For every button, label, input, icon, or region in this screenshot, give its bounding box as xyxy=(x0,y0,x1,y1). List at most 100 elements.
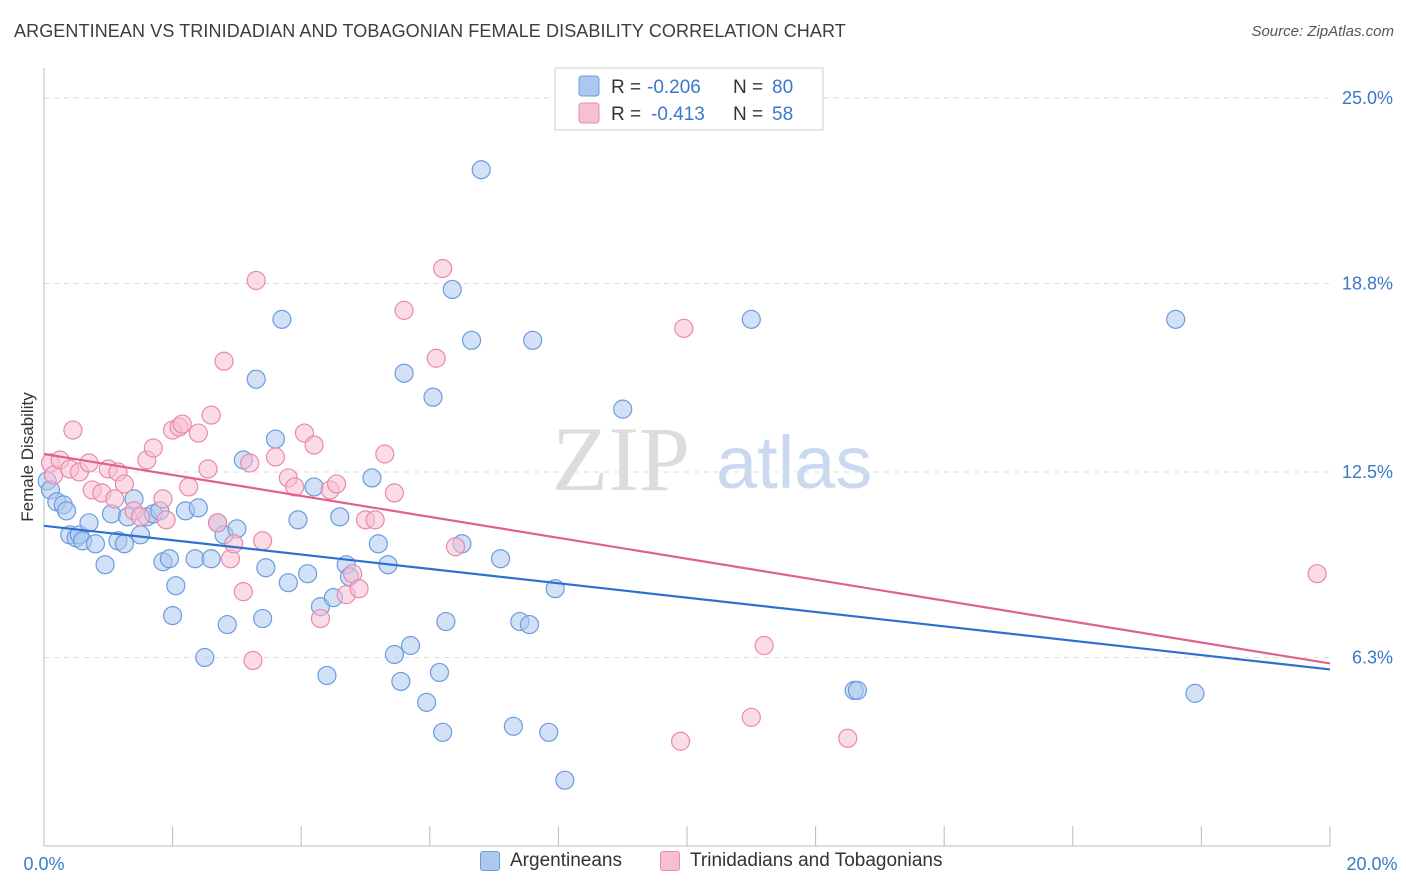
legend-top-r-label-1: R = xyxy=(611,77,641,98)
point-argentineans-66 xyxy=(490,549,511,569)
gridlines xyxy=(44,97,1330,658)
point-trinidadians-54 xyxy=(670,731,691,751)
point-trinidadians-55 xyxy=(674,318,694,338)
point-trinidadians-16 xyxy=(143,438,163,458)
legend-top-box xyxy=(554,67,824,131)
point-argentineans-42 xyxy=(298,564,318,584)
legend-item-trinidadians: Trinidadians and Tobagonians xyxy=(660,850,942,872)
point-trinidadians-14 xyxy=(130,507,151,527)
point-argentineans-62 xyxy=(442,279,462,300)
y-tick-label-2: 18.8% xyxy=(1342,273,1393,293)
source-label: Source: ZipAtlas.com xyxy=(1251,23,1394,40)
point-trinidadians-59 xyxy=(1307,564,1327,584)
point-argentineans-43 xyxy=(304,477,324,497)
point-argentineans-39 xyxy=(272,309,292,329)
point-trinidadians-10 xyxy=(105,489,125,509)
point-argentineans-71 xyxy=(539,722,559,742)
point-trinidadians-24 xyxy=(198,459,218,479)
legend-label-argentineans: Argentineans xyxy=(510,850,622,871)
point-trinidadians-31 xyxy=(240,453,260,473)
point-trinidadians-30 xyxy=(233,582,253,602)
point-trinidadians-32 xyxy=(243,650,263,671)
point-trinidadians-57 xyxy=(754,635,774,656)
point-argentineans-26 xyxy=(185,549,205,569)
legend-top-n-label-2: N = xyxy=(733,104,763,125)
legend-top-n-label-1: N = xyxy=(733,77,763,98)
point-argentineans-64 xyxy=(461,330,482,350)
point-argentineans-69 xyxy=(519,614,540,635)
point-argentineans-40 xyxy=(278,573,298,593)
legend-swatch-blue xyxy=(480,851,500,871)
point-trinidadians-12 xyxy=(114,474,134,494)
point-argentineans-14 xyxy=(114,534,134,554)
point-argentineans-78 xyxy=(1185,683,1205,703)
point-argentineans-10 xyxy=(85,534,106,554)
legend-top: R = -0.206 N = 80 R = -0.413 N = 58 xyxy=(554,67,824,131)
trend-line-trinidadians xyxy=(43,452,1331,665)
point-trinidadians-40 xyxy=(310,608,331,629)
point-argentineans-56 xyxy=(400,635,421,656)
y-tick-label-1: 12.5% xyxy=(1342,462,1393,482)
x-axis-ticks xyxy=(43,826,1331,846)
point-argentineans-51 xyxy=(368,534,388,554)
point-trinidadians-51 xyxy=(426,348,446,368)
point-trinidadians-47 xyxy=(365,510,385,530)
y-tick-label-0: 6.3% xyxy=(1352,647,1393,667)
point-trinidadians-18 xyxy=(156,510,176,530)
point-argentineans-36 xyxy=(253,608,273,629)
point-argentineans-45 xyxy=(317,665,337,686)
point-trinidadians-58 xyxy=(838,728,858,748)
legend-top-swatch-pink xyxy=(578,102,600,124)
y-tick-label-3: 25.0% xyxy=(1342,88,1393,108)
point-trinidadians-26 xyxy=(208,513,228,533)
point-trinidadians-39 xyxy=(304,435,324,455)
legend-top-r-value-1: -0.206 xyxy=(647,77,701,98)
x-tick-label-max: 20.0% xyxy=(1346,854,1397,874)
point-argentineans-38 xyxy=(265,429,286,449)
trend-line-argentineans xyxy=(43,524,1331,671)
point-trinidadians-45 xyxy=(349,579,369,599)
point-argentineans-67 xyxy=(503,716,523,736)
point-argentineans-77 xyxy=(1166,309,1186,329)
point-argentineans-29 xyxy=(201,549,221,569)
point-argentineans-50 xyxy=(362,468,382,488)
legend-swatch-pink xyxy=(660,851,680,871)
y-axis-label: Female Disability xyxy=(18,392,37,522)
point-argentineans-60 xyxy=(433,722,453,742)
point-argentineans-23 xyxy=(163,605,183,626)
point-trinidadians-21 xyxy=(172,414,192,434)
point-argentineans-54 xyxy=(391,671,411,692)
point-argentineans-59 xyxy=(429,662,450,683)
point-argentineans-73 xyxy=(555,770,575,790)
point-argentineans-55 xyxy=(394,363,414,383)
point-argentineans-28 xyxy=(195,647,215,668)
point-argentineans-32 xyxy=(217,614,237,635)
point-trinidadians-35 xyxy=(265,447,286,467)
point-trinidadians-17 xyxy=(153,489,173,509)
point-argentineans-11 xyxy=(95,555,115,575)
point-trinidadians-53 xyxy=(445,537,466,557)
series-trinidadians-points xyxy=(40,258,1327,751)
trend-lines xyxy=(43,452,1331,671)
point-trinidadians-4 xyxy=(63,420,83,440)
point-argentineans-61 xyxy=(436,611,456,632)
point-argentineans-74 xyxy=(613,399,633,419)
point-argentineans-24 xyxy=(166,576,186,596)
legend-top-r-label-2: R = xyxy=(611,104,641,125)
legend-label-trinidadians: Trinidadians and Tobagonians xyxy=(690,850,943,871)
point-argentineans-53 xyxy=(384,644,405,665)
point-trinidadians-42 xyxy=(326,474,347,494)
point-argentineans-27 xyxy=(188,498,208,518)
point-argentineans-65 xyxy=(471,160,491,180)
y-axis-tick-labels: 6.3% 12.5% 18.8% 25.0% xyxy=(1342,88,1393,668)
legend-top-n-value-1: 80 xyxy=(772,77,793,98)
legend-item-argentineans: Argentineans xyxy=(480,850,622,872)
watermark-zip: ZIP xyxy=(552,408,690,510)
point-trinidadians-25 xyxy=(201,405,221,425)
point-argentineans-76 xyxy=(847,680,867,701)
point-trinidadians-29 xyxy=(224,534,244,554)
point-argentineans-41 xyxy=(288,510,308,530)
legend-top-r-value-2: -0.413 xyxy=(651,104,705,125)
point-trinidadians-27 xyxy=(214,351,234,371)
